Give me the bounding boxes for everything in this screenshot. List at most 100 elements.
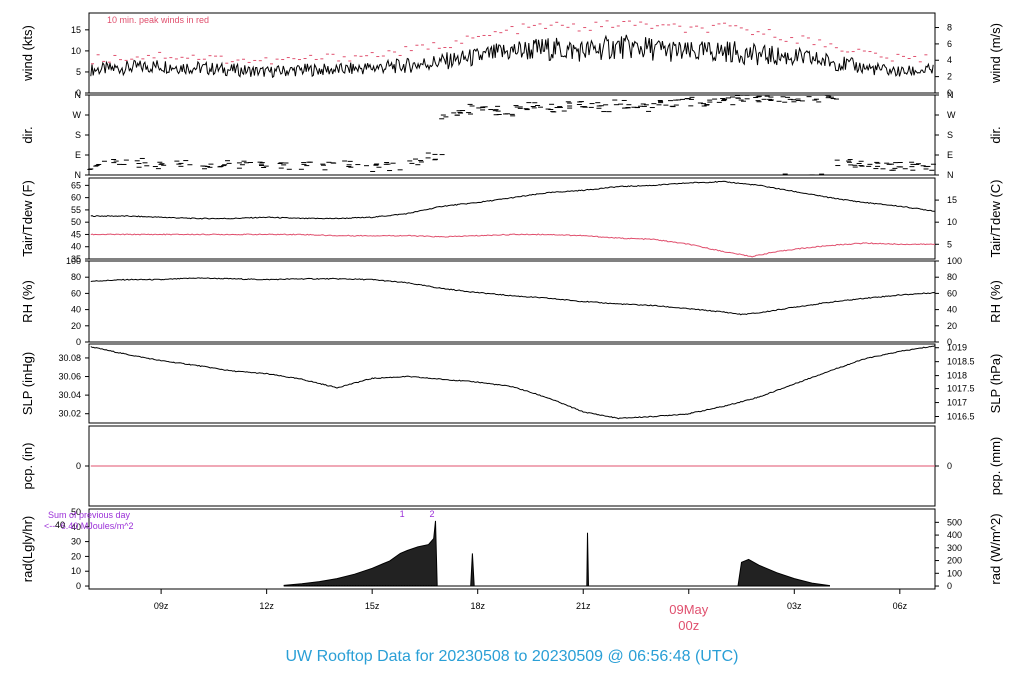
panel-slp xyxy=(85,343,939,424)
x-tick-label: 15z xyxy=(365,601,380,611)
left-tick-label: 50 xyxy=(71,507,81,517)
left-tick-label: 60 xyxy=(71,193,81,203)
panel-pcp xyxy=(85,425,939,507)
right-tick-label: 1017.5 xyxy=(947,384,975,394)
right-tick-label: 40 xyxy=(947,305,957,315)
panel-dir xyxy=(85,94,939,176)
left-tick-label: E xyxy=(75,150,81,160)
wind-series-line xyxy=(90,34,934,79)
left-tick-label: 30 xyxy=(71,537,81,547)
right-tick-label: 1018.5 xyxy=(947,357,975,367)
left-tick-label: 10 xyxy=(71,566,81,576)
x-tick-label: 18z xyxy=(470,601,485,611)
right-tick-label: 500 xyxy=(947,517,962,527)
left-tick-label: N xyxy=(75,90,82,100)
left-tick-label: 30.04 xyxy=(58,390,81,400)
right-axis-title: dir. xyxy=(988,126,1003,143)
right-tick-label: S xyxy=(947,130,953,140)
left-tick-label: 30.06 xyxy=(58,372,81,382)
panel-frame xyxy=(88,343,936,424)
right-tick-label: 20 xyxy=(947,321,957,331)
x-date-label: 09May xyxy=(669,602,709,617)
left-tick-label: 40 xyxy=(71,522,81,532)
right-tick-label: 1016.5 xyxy=(947,411,975,421)
left-tick-label: 0 xyxy=(76,581,81,591)
left-tick-label: 45 xyxy=(71,229,81,239)
title-end-date: 20230509 @ 06:56:48 xyxy=(531,648,691,665)
rh-series-line xyxy=(90,277,936,316)
title-to: to xyxy=(514,648,528,665)
right-axis-title: Tair/Tdew (C) xyxy=(988,179,1003,257)
left-tick-label: 55 xyxy=(71,205,81,215)
temp-series-line xyxy=(90,233,936,258)
right-tick-label: 1017 xyxy=(947,398,967,408)
x-tick-label: 06z xyxy=(893,601,908,611)
right-tick-label: 5 xyxy=(947,239,952,249)
right-axis-title: RH (%) xyxy=(988,280,1003,323)
left-tick-label: 0 xyxy=(76,88,81,98)
left-tick-label: 35 xyxy=(71,254,81,264)
panel-rh xyxy=(85,260,939,343)
left-tick-label: 80 xyxy=(71,272,81,282)
right-tick-label: 400 xyxy=(947,530,962,540)
right-tick-label: 10 xyxy=(947,217,957,227)
left-axis-title: pcp. (in) xyxy=(20,443,35,490)
left-tick-label: S xyxy=(75,130,81,140)
right-tick-label: 6 xyxy=(947,39,952,49)
x-tick-label: 03z xyxy=(787,601,802,611)
left-tick-label: 40 xyxy=(71,305,81,315)
right-tick-label: 300 xyxy=(947,543,962,553)
title-prefix: UW Rooftop Data for xyxy=(285,648,435,665)
right-tick-label: 0 xyxy=(947,581,952,591)
radiation-marker-value: 40 xyxy=(55,520,65,530)
x-tick-label: 09z xyxy=(154,601,169,611)
page-title: UW Rooftop Data for 20230508 to 20230509… xyxy=(0,648,1024,666)
left-tick-label: 0 xyxy=(76,337,81,347)
radiation-area xyxy=(283,520,830,587)
right-tick-label: N xyxy=(947,90,954,100)
left-tick-label: 30.02 xyxy=(58,409,81,419)
right-tick-label: 1019 xyxy=(947,343,967,353)
left-tick-label: 40 xyxy=(71,242,81,252)
panel-temp xyxy=(85,177,939,260)
right-tick-label: 60 xyxy=(947,288,957,298)
left-tick-label: 10 xyxy=(71,46,81,56)
right-axis-title: rad (W/m^2) xyxy=(988,513,1003,584)
right-tick-label: W xyxy=(947,110,956,120)
left-axis-title: SLP (inHg) xyxy=(20,352,35,415)
title-timezone: (UTC) xyxy=(694,648,739,665)
right-tick-label: 0 xyxy=(947,88,952,98)
panel-wind xyxy=(85,12,939,94)
left-axis-title: wind (kts) xyxy=(20,25,35,82)
panel-frame xyxy=(88,260,936,343)
right-axis-title: pcp. (mm) xyxy=(988,437,1003,496)
left-tick-label: 20 xyxy=(71,551,81,561)
right-tick-label: 1018 xyxy=(947,371,967,381)
left-tick-label: 30.08 xyxy=(58,353,81,363)
right-tick-label: 80 xyxy=(947,272,957,282)
left-tick-label: 0 xyxy=(76,461,81,471)
right-tick-label: N xyxy=(947,170,954,180)
right-axis-title: wind (m/s) xyxy=(988,23,1003,84)
radiation-sum-label: Sum of previous day xyxy=(48,510,131,520)
left-axis-title: Tair/Tdew (F) xyxy=(20,180,35,257)
peak-wind-note: 10 min. peak winds in red xyxy=(107,15,209,25)
left-tick-label: 100 xyxy=(66,256,81,266)
radiation-sum-value: <--- 6.40 MJoules/m^2 xyxy=(44,521,134,531)
left-axis-title: dir. xyxy=(20,126,35,143)
right-tick-label: E xyxy=(947,150,953,160)
right-tick-label: 2 xyxy=(947,72,952,82)
panel-frame xyxy=(88,177,936,260)
left-tick-label: 65 xyxy=(71,180,81,190)
radiation-marker-2: 2 xyxy=(429,509,434,519)
right-tick-label: 100 xyxy=(947,568,962,578)
right-tick-label: 200 xyxy=(947,556,962,566)
title-start-date: 20230508 xyxy=(438,648,510,665)
temp-series-line xyxy=(90,180,936,220)
left-tick-label: N xyxy=(75,170,82,180)
right-tick-label: 15 xyxy=(947,195,957,205)
panel-frame xyxy=(88,508,936,590)
left-tick-label: 5 xyxy=(76,67,81,77)
left-axis-title: rad(Lgly/hr) xyxy=(20,516,35,582)
